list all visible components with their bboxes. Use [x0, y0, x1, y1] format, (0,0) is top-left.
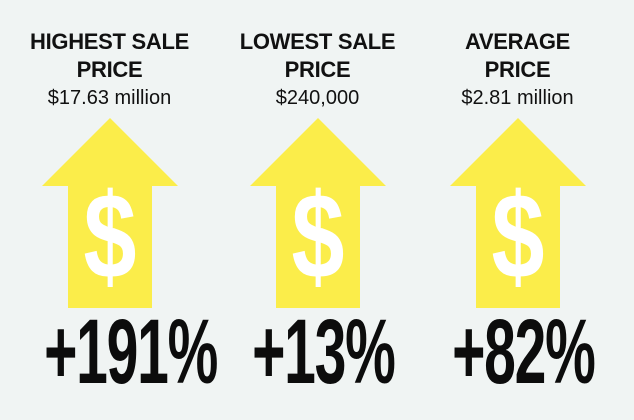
stat-label: AVERAGE PRICE — [412, 28, 623, 84]
svg-text:$: $ — [291, 169, 344, 305]
stat-label-line-1: LOWEST SALE — [239, 29, 396, 54]
dollar-up-arrow-icon: $ — [449, 118, 586, 308]
stat-value: $240,000 — [275, 87, 360, 109]
stat-label: HIGHEST SALE PRICE — [4, 28, 215, 84]
stat-label-line-2: PRICE — [76, 57, 143, 82]
stat-value: $17.63 million — [47, 87, 172, 109]
stat-value: $2.81 million — [461, 87, 574, 109]
stat-average-price: AVERAGE PRICE $2.81 million $ +82% — [412, 0, 623, 420]
dollar-up-arrow-icon: $ — [249, 118, 386, 308]
stat-label: LOWEST SALE PRICE — [212, 28, 423, 84]
stat-label-line-1: HIGHEST SALE — [30, 29, 189, 54]
svg-text:$: $ — [83, 169, 136, 305]
stat-highest-sale-price: HIGHEST SALE PRICE $17.63 million $ +191… — [4, 0, 218, 420]
stat-label-line-2: PRICE — [284, 57, 351, 82]
stat-label-line-1: AVERAGE — [464, 29, 571, 54]
stat-change: +82% — [452, 301, 596, 403]
stat-lowest-sale-price: LOWEST SALE PRICE $240,000 $ +13% — [212, 0, 423, 420]
dollar-up-arrow-icon: $ — [41, 118, 178, 308]
stat-change: +191% — [44, 301, 218, 403]
stat-label-line-2: PRICE — [484, 57, 551, 82]
svg-text:$: $ — [491, 169, 544, 305]
stat-change: +13% — [252, 301, 396, 403]
